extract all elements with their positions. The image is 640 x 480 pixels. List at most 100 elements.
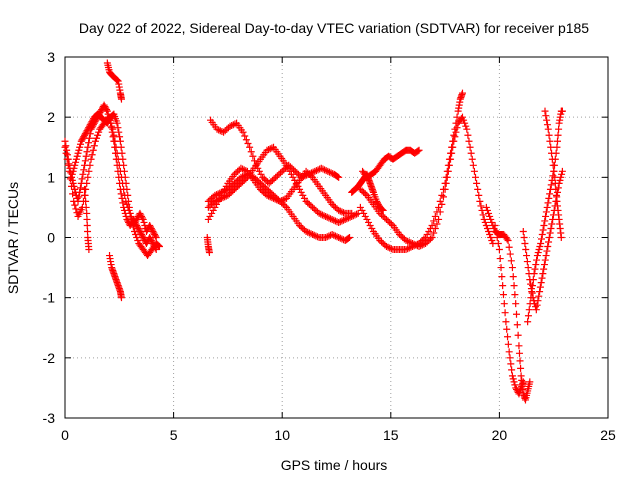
data-point bbox=[325, 168, 333, 176]
data-point bbox=[139, 234, 147, 241]
data-point bbox=[221, 193, 229, 201]
data-point bbox=[422, 234, 430, 241]
data-point bbox=[310, 231, 318, 239]
data-point bbox=[543, 121, 551, 129]
data-point bbox=[208, 209, 216, 217]
data-point bbox=[376, 209, 384, 217]
data-point bbox=[85, 134, 93, 142]
y-axis-label: SDTVAR / TECUs bbox=[5, 182, 21, 294]
data-point bbox=[281, 195, 289, 203]
data-point bbox=[259, 173, 267, 181]
data-point bbox=[81, 157, 89, 165]
data-point bbox=[204, 203, 212, 211]
data-point bbox=[539, 226, 547, 234]
data-point bbox=[482, 221, 490, 229]
data-point bbox=[554, 188, 562, 196]
data-point bbox=[526, 378, 534, 386]
data-point bbox=[537, 235, 545, 243]
data-point bbox=[463, 125, 471, 133]
data-point bbox=[497, 264, 505, 272]
data-point bbox=[211, 191, 219, 199]
data-point bbox=[402, 237, 410, 245]
data-point bbox=[309, 230, 317, 238]
data-point bbox=[334, 173, 342, 181]
y-tick-label: 0 bbox=[47, 230, 55, 246]
data-point bbox=[441, 185, 449, 193]
data-point bbox=[78, 136, 86, 144]
data-point bbox=[69, 179, 77, 187]
data-point bbox=[495, 246, 503, 254]
data-point bbox=[536, 243, 544, 251]
data-point bbox=[466, 143, 474, 151]
data-point bbox=[133, 234, 141, 241]
data-point bbox=[534, 297, 542, 305]
data-point bbox=[82, 152, 90, 160]
data-point bbox=[351, 211, 359, 219]
data-point bbox=[229, 187, 237, 195]
data-point bbox=[318, 211, 326, 219]
data-point bbox=[226, 190, 234, 198]
data-point bbox=[449, 143, 457, 151]
data-point bbox=[89, 146, 97, 154]
data-point bbox=[543, 116, 551, 124]
data-marks bbox=[61, 59, 566, 404]
data-point bbox=[409, 240, 417, 248]
data-point bbox=[216, 194, 224, 202]
data-point bbox=[142, 227, 150, 235]
series-arc-6 bbox=[106, 252, 125, 302]
data-point bbox=[263, 146, 271, 154]
data-point bbox=[541, 217, 549, 225]
data-point bbox=[465, 137, 473, 145]
series-arc-5 bbox=[103, 59, 125, 103]
data-point bbox=[439, 193, 447, 201]
data-point bbox=[83, 209, 91, 217]
data-point bbox=[328, 215, 336, 223]
data-point bbox=[451, 133, 459, 141]
data-point bbox=[142, 240, 150, 248]
data-point bbox=[458, 89, 466, 97]
data-point bbox=[414, 147, 422, 155]
data-point bbox=[506, 250, 514, 258]
data-point bbox=[266, 193, 274, 201]
data-point bbox=[312, 232, 320, 240]
data-point bbox=[546, 190, 554, 198]
data-point bbox=[138, 214, 146, 222]
data-point bbox=[545, 234, 553, 241]
data-point bbox=[335, 173, 343, 181]
data-point bbox=[270, 194, 278, 202]
data-point bbox=[86, 121, 94, 129]
data-point bbox=[358, 206, 366, 214]
data-point bbox=[296, 221, 304, 229]
data-point bbox=[73, 152, 81, 160]
data-point bbox=[548, 149, 556, 157]
data-point bbox=[468, 155, 476, 163]
data-point bbox=[138, 230, 146, 238]
data-point bbox=[402, 246, 410, 254]
data-point bbox=[549, 215, 557, 223]
data-point bbox=[436, 197, 444, 205]
data-point bbox=[140, 218, 148, 226]
data-point bbox=[286, 167, 294, 175]
series-arc-15 bbox=[348, 170, 387, 214]
axis-ticks bbox=[64, 56, 609, 419]
data-point bbox=[493, 234, 501, 241]
data-point bbox=[260, 175, 268, 183]
data-point bbox=[438, 200, 446, 208]
data-point bbox=[515, 342, 523, 350]
data-point bbox=[155, 242, 163, 250]
data-point bbox=[544, 125, 552, 133]
data-point bbox=[234, 167, 242, 175]
data-point bbox=[503, 235, 511, 243]
series-arc-18 bbox=[519, 167, 566, 314]
data-point bbox=[426, 235, 434, 243]
data-point bbox=[447, 155, 455, 163]
data-point bbox=[81, 131, 89, 139]
data-point bbox=[88, 151, 96, 159]
data-point bbox=[87, 119, 95, 127]
data-point bbox=[109, 125, 117, 133]
data-point bbox=[244, 139, 252, 147]
data-point bbox=[460, 116, 468, 124]
data-point bbox=[523, 252, 531, 260]
data-point bbox=[381, 214, 389, 222]
data-point bbox=[147, 235, 155, 243]
